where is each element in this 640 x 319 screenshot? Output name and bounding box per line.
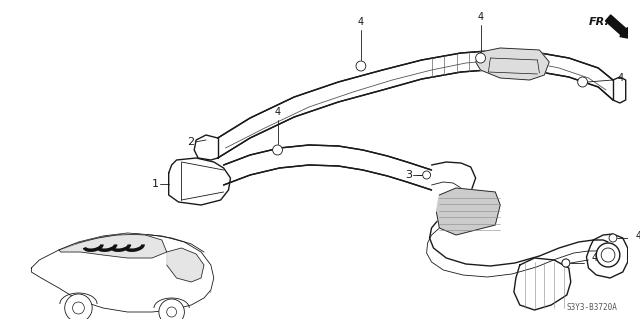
Polygon shape <box>427 162 608 277</box>
Circle shape <box>273 145 282 155</box>
Circle shape <box>159 299 184 319</box>
Text: 4: 4 <box>477 12 484 22</box>
Text: 4: 4 <box>275 107 280 117</box>
Polygon shape <box>167 248 204 282</box>
Circle shape <box>476 53 486 63</box>
Text: 4: 4 <box>618 73 624 83</box>
Polygon shape <box>223 145 431 190</box>
Polygon shape <box>31 234 214 312</box>
Text: 4: 4 <box>358 17 364 27</box>
FancyArrow shape <box>605 15 631 39</box>
Circle shape <box>596 243 620 267</box>
Circle shape <box>562 259 570 267</box>
Circle shape <box>72 302 84 314</box>
Circle shape <box>422 171 431 179</box>
Polygon shape <box>169 158 230 205</box>
Text: 4: 4 <box>636 231 640 241</box>
Polygon shape <box>613 77 626 103</box>
Polygon shape <box>586 234 628 278</box>
Text: FR.: FR. <box>588 17 609 27</box>
Text: S3Y3-B3720A: S3Y3-B3720A <box>567 303 618 312</box>
Polygon shape <box>194 135 218 160</box>
Polygon shape <box>514 258 571 310</box>
Text: 4: 4 <box>591 253 598 263</box>
Polygon shape <box>59 234 167 258</box>
Circle shape <box>167 307 177 317</box>
Circle shape <box>65 294 92 319</box>
Text: 2: 2 <box>187 137 194 147</box>
Text: 3: 3 <box>405 170 412 180</box>
Circle shape <box>562 259 570 267</box>
Circle shape <box>578 77 588 87</box>
Polygon shape <box>218 50 613 158</box>
Circle shape <box>601 248 615 262</box>
Circle shape <box>609 234 617 242</box>
Polygon shape <box>476 48 549 80</box>
Circle shape <box>356 61 366 71</box>
Polygon shape <box>436 188 500 235</box>
Text: 1: 1 <box>152 179 159 189</box>
